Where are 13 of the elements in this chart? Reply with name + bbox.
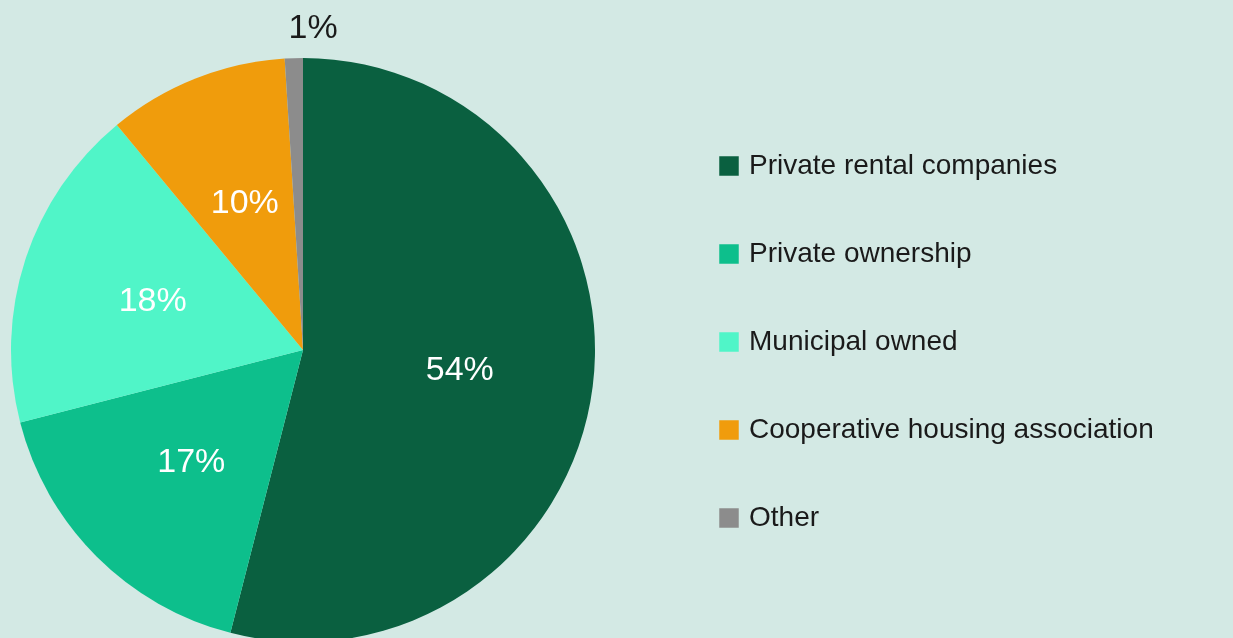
legend-label: Private rental companies	[749, 149, 1058, 180]
pie-slice	[20, 350, 303, 633]
data-label: 18%	[118, 280, 187, 319]
pie-slice	[11, 125, 303, 423]
legend-label: Cooperative housing association	[749, 413, 1154, 444]
pie-slice	[116, 58, 303, 350]
legend-label: Private ownership	[749, 237, 972, 268]
legend-label: Municipal owned	[749, 325, 958, 356]
data-label: 1%	[288, 7, 338, 46]
data-label: 10%	[210, 182, 279, 221]
data-label: 17%	[157, 440, 226, 479]
data-label: 54%	[425, 348, 494, 387]
legend-label: Other	[749, 501, 820, 532]
